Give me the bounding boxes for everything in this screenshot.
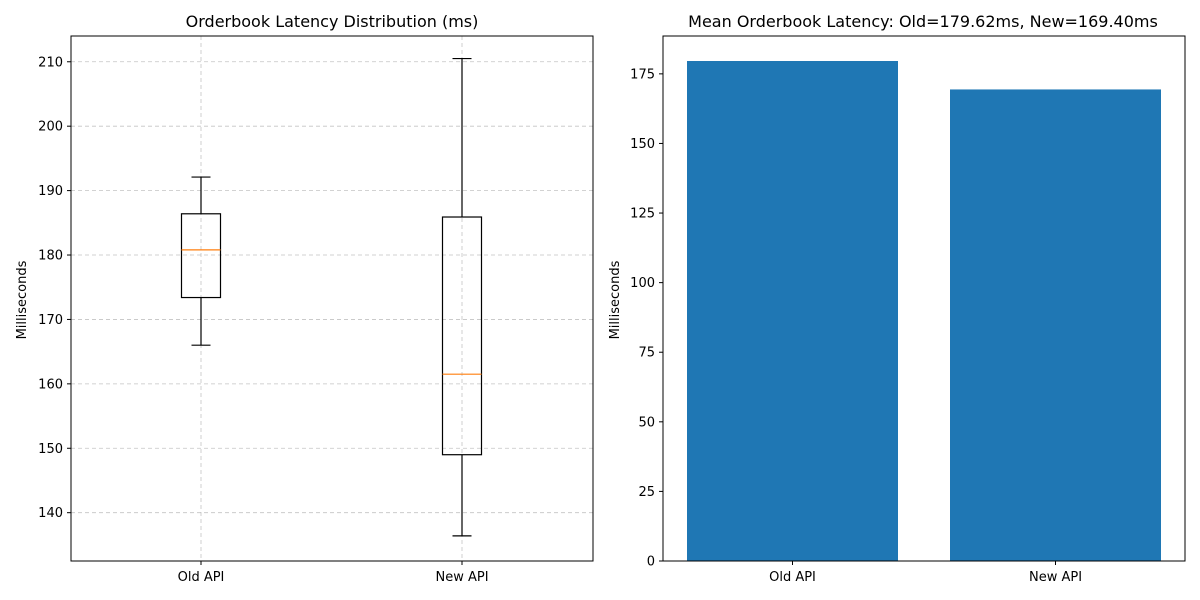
- box-body: [180, 213, 222, 299]
- boxplot-ytick-label: 210: [38, 55, 63, 70]
- boxplot-ytick-label: 200: [38, 120, 63, 135]
- boxplot-chart: Orderbook Latency Distribution (ms) Mill…: [15, 12, 594, 585]
- bar-chart: Mean Orderbook Latency: Old=179.62ms, Ne…: [608, 12, 1186, 585]
- bar-ytick-label: 125: [630, 207, 655, 222]
- boxplot-ytick-label: 170: [38, 313, 63, 328]
- boxplot-ytick-label: 140: [38, 506, 63, 521]
- boxplot-ytick-label: 150: [38, 442, 63, 457]
- bar-ylabel: Milliseconds: [608, 260, 623, 339]
- boxplot-xtick-label: New API: [435, 570, 488, 585]
- boxplot-xtick-label: Old API: [178, 570, 225, 585]
- bar-xtick-label: Old API: [769, 570, 816, 585]
- bar-title: Mean Orderbook Latency: Old=179.62ms, Ne…: [688, 12, 1158, 31]
- boxplot-ytick-label: 160: [38, 377, 63, 392]
- bar-1: [687, 60, 898, 562]
- boxplot-ytick-label: 190: [38, 184, 63, 199]
- bar-ytick-label: 75: [638, 346, 655, 361]
- bar-ytick-label: 50: [638, 415, 655, 430]
- box-2: [441, 57, 483, 537]
- bar-ytick-label: 175: [630, 67, 655, 82]
- bar-xtick-label: New API: [1029, 570, 1082, 585]
- boxplot-ylabel: Milliseconds: [15, 260, 30, 339]
- bar-2: [950, 89, 1161, 562]
- bar-ytick-label: 0: [647, 555, 655, 570]
- box-1: [180, 176, 222, 346]
- box-body: [441, 216, 483, 456]
- bar-ytick-label: 150: [630, 137, 655, 152]
- bar-frame: [662, 35, 1186, 562]
- boxplot-title: Orderbook Latency Distribution (ms): [186, 12, 479, 31]
- boxplot-frame: [70, 35, 594, 562]
- bar-ytick-label: 100: [630, 276, 655, 291]
- bar-ytick-label: 25: [638, 485, 655, 500]
- boxplot-ytick-label: 180: [38, 249, 63, 264]
